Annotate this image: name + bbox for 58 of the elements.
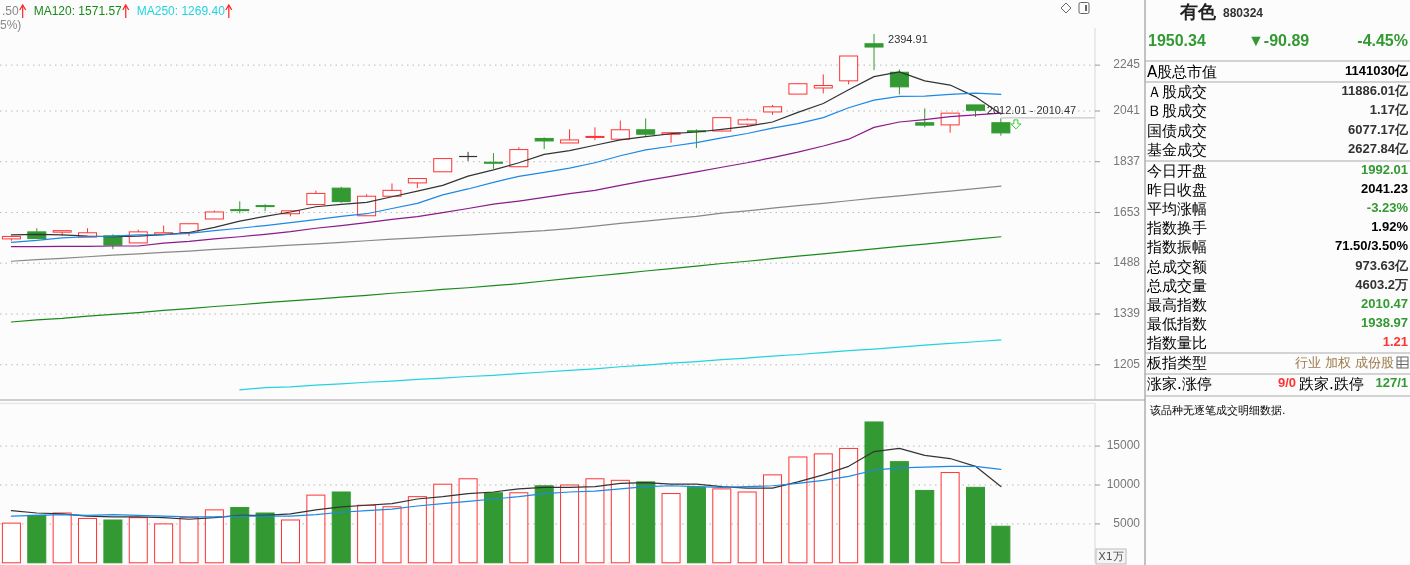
text: X1万 — [1098, 549, 1124, 563]
text: 1992.01 — [1361, 162, 1408, 178]
text: 最高指数 — [1147, 295, 1207, 314]
y-tick-label: 5000 — [1113, 516, 1141, 531]
text: 9/0 — [1277, 375, 1296, 391]
text: 指数换手 — [1146, 218, 1207, 237]
text: ▼-90.89 — [1248, 32, 1310, 50]
text: 平均涨幅 — [1147, 199, 1207, 218]
text: 总成交量 — [1146, 276, 1207, 295]
text: 2041.23 — [1361, 181, 1408, 197]
text: 国债成交 — [1147, 121, 1207, 140]
text: 昨日收盘 — [1147, 180, 1207, 199]
text: Ａ股成交 — [1147, 82, 1207, 101]
text: 973.63亿 — [1355, 258, 1409, 274]
text: 有色 — [1179, 1, 1217, 22]
text: 1141030亿 — [1345, 63, 1409, 79]
text: 6077.17亿 — [1348, 122, 1409, 138]
text: 71.50/3.50% — [1334, 238, 1409, 254]
text: 1.17亿 — [1369, 102, 1409, 118]
text: 行业 加权 成份股 — [1294, 354, 1394, 370]
text: MA250: 1269.40 — [136, 4, 226, 19]
text: 880324 — [1223, 6, 1264, 21]
text: 1.92% — [1371, 219, 1409, 235]
text: -3.23% — [1366, 200, 1409, 216]
text: 4603.2万 — [1355, 277, 1408, 293]
text: 2627.84亿 — [1348, 141, 1409, 157]
y-tick-label: 1339 — [1113, 306, 1141, 321]
text: 11886.01亿 — [1341, 83, 1409, 99]
text: 1.21 — [1382, 334, 1408, 350]
y-tick-label: 2041 — [1113, 103, 1141, 118]
text: 总成交额 — [1146, 257, 1207, 276]
y-tick-label: 1653 — [1113, 204, 1141, 219]
text: MA120: 1571.57 — [33, 4, 123, 19]
text: A股总市值 — [1147, 62, 1218, 81]
y-tick-label: 10000 — [1106, 477, 1141, 492]
text: 1938.97 — [1361, 315, 1408, 331]
annotation: 2394.91 — [888, 32, 928, 45]
text: .50 — [2, 4, 20, 19]
text: 今日开盘 — [1147, 161, 1207, 180]
y-tick-label: 15000 — [1106, 438, 1141, 453]
annotation: 5%) — [0, 18, 22, 33]
y-tick-label: 1488 — [1113, 255, 1141, 270]
text: 指数振幅 — [1146, 237, 1207, 256]
text: 板指类型 — [1146, 353, 1207, 372]
y-tick-label: 1837 — [1113, 153, 1141, 168]
text: 1950.34 — [1148, 32, 1206, 50]
y-tick-label: 2245 — [1113, 57, 1141, 72]
text: Ｂ股成交 — [1147, 101, 1207, 120]
text: 涨家.涨停 — [1147, 374, 1212, 393]
text: 指数量比 — [1146, 333, 1207, 352]
text: 基金成交 — [1147, 140, 1207, 159]
text: 127/1 — [1375, 375, 1408, 391]
y-tick-label: 1205 — [1113, 356, 1141, 371]
text: 最低指数 — [1147, 314, 1207, 333]
text: 该品种无逐笔成交明细数据. — [1150, 404, 1286, 417]
text: -4.45% — [1357, 32, 1408, 50]
text: 跌家.跌停 — [1299, 374, 1364, 393]
text: 2010.47 — [1361, 296, 1408, 312]
